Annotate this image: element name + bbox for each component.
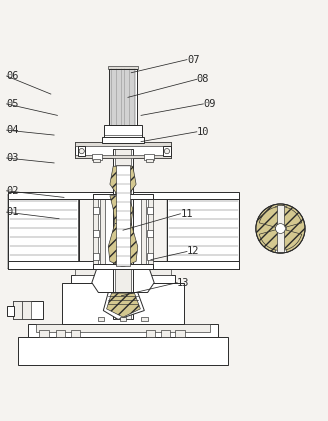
Bar	[147, 253, 153, 260]
Text: 06: 06	[7, 71, 19, 81]
Polygon shape	[92, 269, 154, 293]
Bar	[75, 142, 171, 146]
Bar	[109, 68, 137, 125]
Text: 02: 02	[7, 186, 19, 196]
Bar	[277, 205, 284, 252]
Bar	[71, 330, 80, 337]
Bar	[175, 330, 185, 337]
Polygon shape	[167, 195, 239, 269]
Bar	[93, 230, 99, 237]
Text: 10: 10	[197, 127, 209, 137]
Bar	[13, 301, 22, 320]
Bar	[71, 275, 175, 283]
Bar	[75, 142, 171, 158]
Bar	[75, 269, 171, 275]
Bar	[93, 194, 98, 269]
Bar	[18, 337, 228, 365]
Wedge shape	[259, 207, 302, 229]
Text: 07: 07	[187, 55, 199, 64]
Circle shape	[164, 149, 170, 154]
Circle shape	[256, 204, 305, 253]
Bar	[141, 317, 148, 321]
Bar	[102, 137, 144, 143]
Text: 04: 04	[7, 125, 19, 135]
Bar	[75, 155, 171, 158]
Bar	[146, 159, 153, 162]
Bar	[141, 198, 146, 269]
Text: 05: 05	[7, 99, 19, 109]
Bar	[116, 165, 130, 266]
Bar	[56, 330, 65, 337]
Text: 08: 08	[197, 74, 209, 84]
Circle shape	[276, 224, 285, 234]
Polygon shape	[108, 224, 138, 266]
Polygon shape	[110, 196, 133, 224]
Bar	[100, 198, 105, 269]
Bar	[78, 146, 85, 156]
Bar	[93, 194, 153, 199]
Bar	[120, 317, 126, 321]
Bar	[144, 154, 154, 160]
Polygon shape	[103, 293, 144, 320]
Polygon shape	[107, 293, 140, 317]
Bar	[28, 324, 218, 337]
Bar	[163, 146, 171, 156]
Bar	[36, 324, 210, 332]
Bar	[13, 301, 43, 320]
Bar	[108, 66, 138, 69]
Polygon shape	[110, 166, 136, 196]
Bar	[93, 253, 99, 260]
Bar	[92, 154, 102, 160]
Bar	[39, 330, 49, 337]
Bar	[147, 230, 153, 237]
Circle shape	[79, 149, 84, 154]
Text: 09: 09	[203, 99, 216, 109]
Bar	[62, 283, 184, 324]
Bar	[98, 317, 104, 321]
Bar	[113, 149, 133, 320]
Bar	[7, 306, 14, 316]
Bar	[93, 264, 153, 269]
Bar	[146, 330, 155, 337]
Polygon shape	[8, 195, 79, 269]
Bar	[275, 205, 286, 251]
Wedge shape	[259, 229, 302, 250]
Bar	[93, 159, 100, 162]
Text: 01: 01	[7, 207, 19, 217]
Bar	[104, 125, 142, 139]
Text: 11: 11	[180, 209, 193, 219]
Text: 13: 13	[177, 278, 190, 288]
Bar	[97, 198, 149, 269]
Bar	[8, 192, 239, 199]
Text: 12: 12	[187, 247, 199, 256]
Bar	[148, 194, 153, 269]
Bar	[8, 261, 239, 269]
Bar	[115, 149, 131, 320]
Bar	[161, 330, 170, 337]
Bar	[93, 207, 99, 214]
Bar	[147, 207, 153, 214]
Bar	[22, 301, 31, 320]
Text: 03: 03	[7, 153, 19, 163]
